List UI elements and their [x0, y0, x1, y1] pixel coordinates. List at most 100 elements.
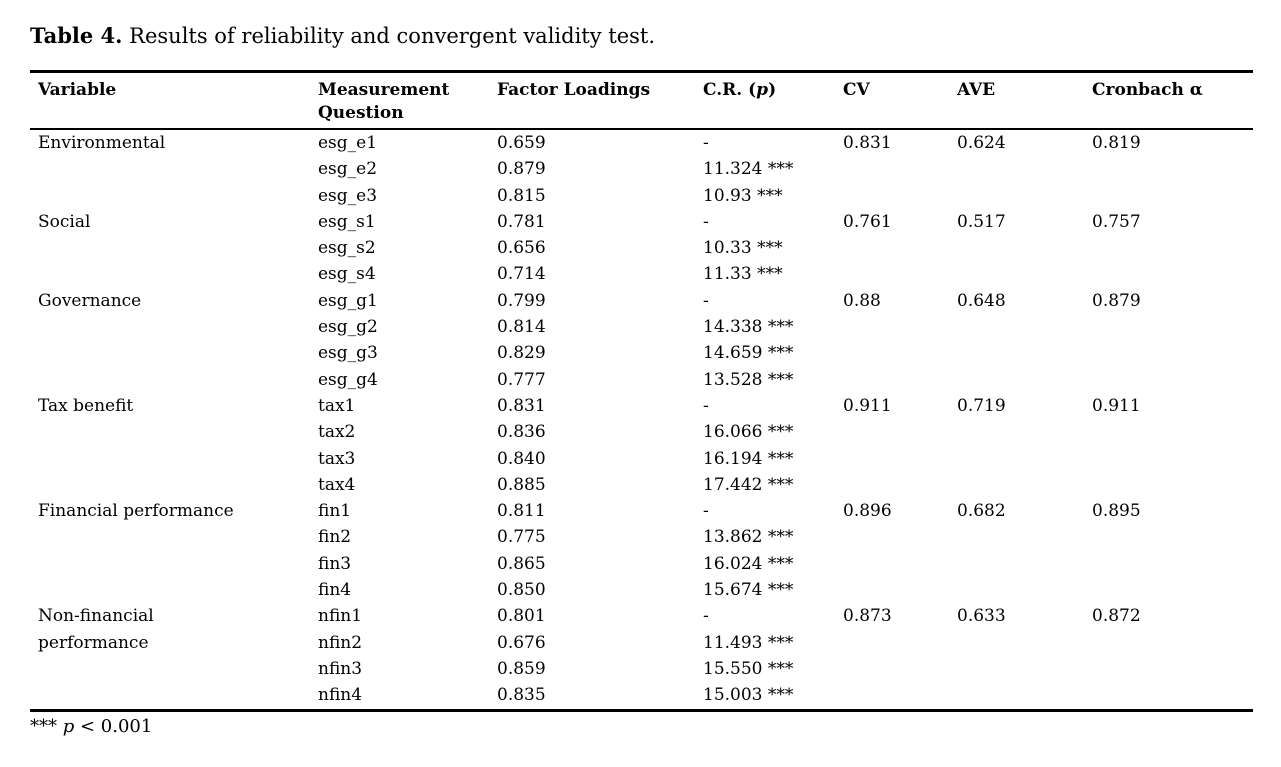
cv-cell	[835, 314, 949, 340]
cv-cell: 0.896	[843, 501, 892, 522]
variable-cell: Governance	[38, 290, 142, 311]
ave-cell	[949, 472, 1084, 498]
measurement-question-cell: esg_e2	[318, 159, 378, 180]
ave-cell: 0.517	[957, 211, 1006, 232]
measurement-question-cell: esg_s2	[318, 238, 376, 259]
variable-cell: performance	[38, 632, 149, 653]
column-header-label: Cronbach α	[1092, 80, 1203, 100]
variable-cell	[30, 472, 310, 498]
variable-cell: Environmental	[38, 133, 166, 153]
column-header-label: Variable	[38, 80, 117, 100]
factor-loading-cell: 0.781	[497, 211, 546, 232]
cronbach-cell	[1084, 367, 1253, 393]
measurement-question-cell: fin2	[318, 527, 352, 548]
cronbach-cell	[1084, 419, 1253, 445]
footnote-condition: < 0.001	[74, 716, 153, 737]
column-header-cr-p: C.R. (p)	[695, 71, 835, 130]
table-title-label: Table 4.	[30, 23, 123, 48]
table-row: tax3 0.840 16.194 ***	[30, 446, 1253, 472]
measurement-question-cell: esg_s1	[318, 211, 376, 232]
cr-cell: 10.33 ***	[703, 238, 783, 259]
cr-cell: -	[703, 290, 709, 311]
column-header-factor-loadings: Factor Loadings	[489, 71, 695, 130]
ave-cell	[949, 261, 1084, 287]
ave-cell: 0.633	[957, 606, 1006, 627]
column-header-measurement-question: Measurement Question	[310, 71, 489, 130]
ave-cell: 0.719	[957, 395, 1006, 416]
ave-cell	[949, 524, 1084, 550]
cr-cell: 14.659 ***	[703, 343, 794, 364]
cr-cell: 16.066 ***	[703, 422, 794, 443]
cronbach-cell	[1084, 340, 1253, 366]
cv-cell: 0.911	[843, 395, 892, 416]
cv-cell	[835, 156, 949, 182]
measurement-question-cell: esg_e1	[318, 133, 378, 153]
column-header-label: AVE	[957, 80, 996, 100]
ave-cell: 0.682	[957, 501, 1006, 522]
variable-cell	[30, 183, 310, 209]
table-row: esg_s4 0.714 11.33 ***	[30, 261, 1253, 287]
variable-cell	[30, 235, 310, 261]
cr-cell: -	[703, 501, 709, 522]
ave-cell	[949, 235, 1084, 261]
variable-cell: Non-financial	[38, 606, 154, 627]
variable-cell: Financial performance	[38, 501, 234, 522]
variable-cell: Tax benefit	[38, 395, 134, 416]
table-row: Social esg_s1 0.781 - 0.761 0.517 0.757	[30, 209, 1253, 235]
table-row: Governance esg_g1 0.799 - 0.88 0.648 0.879	[30, 288, 1253, 314]
cronbach-cell	[1084, 656, 1253, 682]
measurement-question-cell: nfin3	[318, 658, 363, 679]
column-header-label: CV	[843, 80, 870, 100]
variable-cell	[30, 419, 310, 445]
factor-loading-cell: 0.840	[497, 448, 546, 469]
factor-loading-cell: 0.815	[497, 185, 546, 206]
measurement-question-cell: tax3	[318, 448, 356, 469]
cronbach-cell	[1084, 314, 1253, 340]
table-header: Variable Measurement Question Factor Loa…	[30, 71, 1253, 130]
factor-loading-cell: 0.865	[497, 553, 546, 574]
variable-cell	[30, 551, 310, 577]
table-row: Environmental esg_e1 0.659 - 0.831 0.624 0.819	[30, 129, 1253, 156]
cronbach-cell	[1084, 446, 1253, 472]
cr-cell: 16.024 ***	[703, 553, 794, 574]
factor-loading-cell: 0.811	[497, 501, 546, 522]
cv-cell	[835, 183, 949, 209]
cronbach-cell	[1084, 551, 1253, 577]
measurement-question-cell: fin4	[318, 580, 352, 601]
ave-cell	[949, 156, 1084, 182]
cr-cell: 14.338 ***	[703, 317, 794, 338]
cv-cell	[835, 524, 949, 550]
factor-loading-cell: 0.836	[497, 422, 546, 443]
table-row: Non-financial nfin1 0.801 - 0.873 0.633 0.872	[30, 603, 1253, 629]
column-header-label: )	[768, 80, 777, 100]
column-header-label: Measurement	[318, 80, 450, 100]
measurement-question-cell: esg_g4	[318, 369, 378, 390]
cronbach-cell	[1084, 183, 1253, 209]
ave-cell	[949, 340, 1084, 366]
cv-cell	[835, 682, 949, 710]
variable-cell	[30, 656, 310, 682]
factor-loading-cell: 0.801	[497, 606, 546, 627]
measurement-question-cell: esg_g3	[318, 343, 378, 364]
table-row: esg_s2 0.656 10.33 ***	[30, 235, 1253, 261]
cv-cell	[835, 235, 949, 261]
column-header-italic-p: p	[756, 80, 769, 100]
cronbach-cell: 0.819	[1092, 133, 1141, 153]
measurement-question-cell: esg_e3	[318, 185, 378, 206]
table-row: fin2 0.775 13.862 ***	[30, 524, 1253, 550]
factor-loading-cell: 0.676	[497, 632, 546, 653]
factor-loading-cell: 0.859	[497, 658, 546, 679]
cv-cell	[835, 261, 949, 287]
ave-cell	[949, 551, 1084, 577]
ave-cell	[949, 682, 1084, 710]
cv-cell	[835, 340, 949, 366]
cronbach-cell: 0.872	[1092, 606, 1141, 627]
cronbach-cell	[1084, 682, 1253, 710]
measurement-question-cell: tax2	[318, 422, 356, 443]
table-row: esg_g2 0.814 14.338 ***	[30, 314, 1253, 340]
footnote-stars: ***	[30, 716, 63, 737]
measurement-question-cell: fin1	[318, 501, 352, 522]
variable-cell	[30, 340, 310, 366]
measurement-question-cell: esg_g2	[318, 317, 378, 338]
cv-cell: 0.761	[843, 211, 892, 232]
